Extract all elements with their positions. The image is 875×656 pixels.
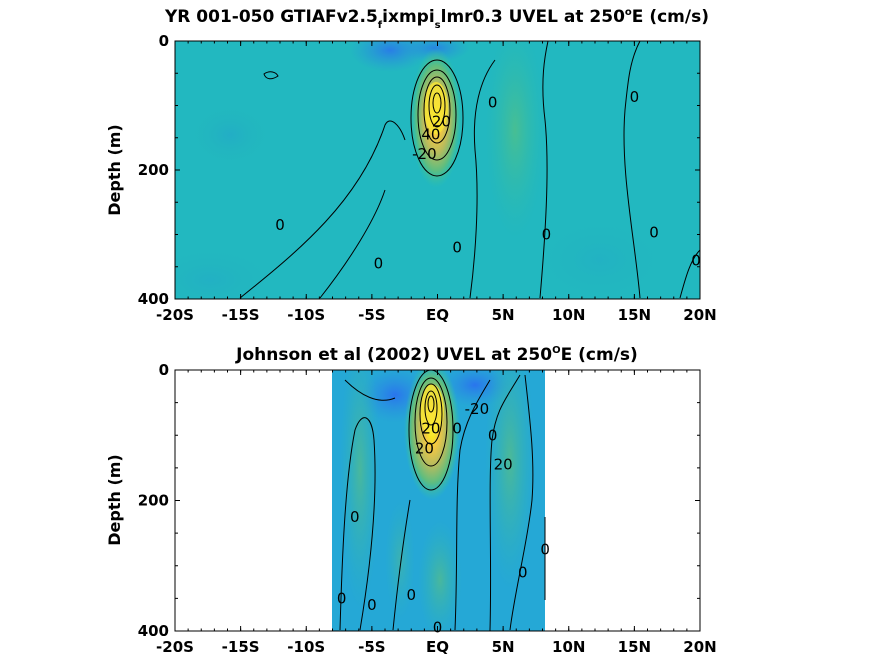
x-tick-label: 15N — [618, 306, 651, 324]
x-tick-label: -20S — [156, 306, 194, 324]
contour-label: 40 — [421, 126, 440, 144]
x-tick-label: 15N — [618, 638, 651, 656]
contour-label: 0 — [488, 426, 498, 444]
x-tick-label: -10S — [287, 638, 325, 656]
contour-label: 0 — [540, 540, 550, 558]
contour-label: 20 — [432, 113, 451, 131]
panel-bottom-title: Johnson et al (2002) UVEL at 250OE (cm/s… — [235, 345, 638, 365]
contour-label: 0 — [367, 596, 377, 614]
contour-label: 0 — [337, 589, 347, 607]
contour-label: 0 — [649, 224, 659, 242]
contour-label: 0 — [488, 93, 498, 111]
x-tick-label: 20N — [683, 306, 716, 324]
x-axis-top: -20S -15S -10S -5S EQ 5N 10N 15N 20N — [156, 41, 717, 324]
y-tick-label: 0 — [159, 32, 169, 50]
heatmap-field-bottom — [332, 370, 545, 631]
x-tick-label: -15S — [222, 638, 260, 656]
x-tick-label: -20S — [156, 638, 194, 656]
contour-label: 0 — [350, 508, 360, 526]
contour-label: 20 — [421, 420, 440, 438]
x-tick-label: -10S — [287, 306, 325, 324]
panel-bottom: Johnson et al (2002) UVEL at 250OE (cm/s… — [105, 345, 717, 656]
x-tick-label: 5N — [492, 638, 515, 656]
contour-label: 0 — [452, 420, 462, 438]
x-tick-label: -15S — [222, 306, 260, 324]
contour-label: 0 — [452, 238, 462, 256]
contour-label: -20 — [412, 145, 437, 163]
heatmap-field-top — [175, 41, 700, 299]
contour-label: 0 — [374, 255, 384, 273]
contour-label: 0 — [691, 251, 701, 269]
contour-label: 20 — [494, 456, 513, 474]
contour-lines-top — [239, 41, 700, 299]
x-tick-label: EQ — [426, 638, 449, 656]
x-tick-label: -5S — [358, 638, 385, 656]
x-tick-label: 5N — [492, 306, 515, 324]
y-axis-label-bottom: Depth (m) — [105, 454, 124, 546]
contour-label: 0 — [542, 226, 552, 244]
y-tick-label: 400 — [138, 290, 169, 308]
contour-lines-bottom — [339, 370, 534, 631]
x-tick-label: -5S — [358, 306, 385, 324]
contour-label: 0 — [275, 216, 285, 234]
x-tick-label: 10N — [552, 638, 585, 656]
panel-top-title: YR 001-050 GTIAFv2.5fixmpislmr0.3 UVEL a… — [164, 7, 709, 31]
panel-top: YR 001-050 GTIAFv2.5fixmpislmr0.3 UVEL a… — [105, 7, 717, 324]
contour-label: 20 — [415, 439, 434, 457]
contour-label: 0 — [406, 586, 416, 604]
y-axis-label-top: Depth (m) — [105, 124, 124, 216]
y-tick-label: 400 — [138, 622, 169, 640]
x-tick-label: 20N — [683, 638, 716, 656]
y-tick-label: 200 — [138, 161, 169, 179]
y-tick-label: 200 — [138, 492, 169, 510]
contour-label: -20 — [465, 400, 490, 418]
contour-label: 0 — [518, 563, 528, 581]
x-tick-label: EQ — [426, 306, 449, 324]
x-tick-label: 10N — [552, 306, 585, 324]
contour-label: 0 — [630, 88, 640, 106]
y-tick-label: 0 — [159, 361, 169, 379]
